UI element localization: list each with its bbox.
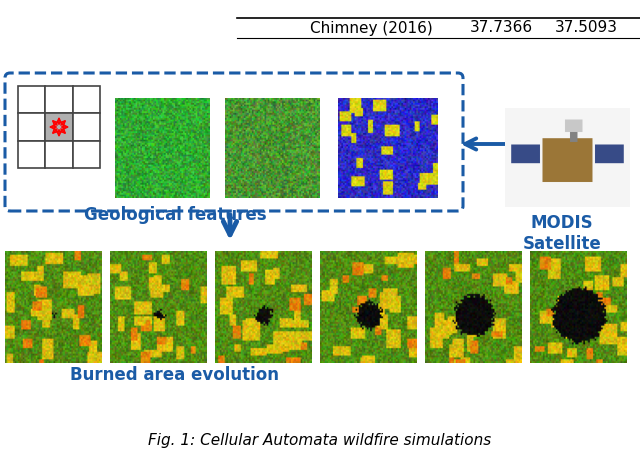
Text: 37.5093: 37.5093 [555, 21, 618, 36]
Text: Burned area evolution: Burned area evolution [70, 366, 280, 384]
Bar [45, 113, 73, 141]
Bar [18, 141, 45, 168]
Bar [18, 86, 45, 113]
Bar [73, 86, 100, 113]
Text: Fig. 1: Cellular Automata wildfire simulations: Fig. 1: Cellular Automata wildfire simul… [148, 433, 492, 448]
Text: Chimney (2016): Chimney (2016) [310, 21, 433, 36]
Text: Geological features: Geological features [84, 206, 266, 224]
Bar [73, 141, 100, 168]
Text: MODIS
Satellite: MODIS Satellite [523, 214, 602, 253]
Bar [18, 113, 45, 141]
Bar [73, 113, 100, 141]
Text: 37.7366: 37.7366 [470, 21, 533, 36]
Bar [45, 86, 73, 113]
Bar [45, 141, 73, 168]
